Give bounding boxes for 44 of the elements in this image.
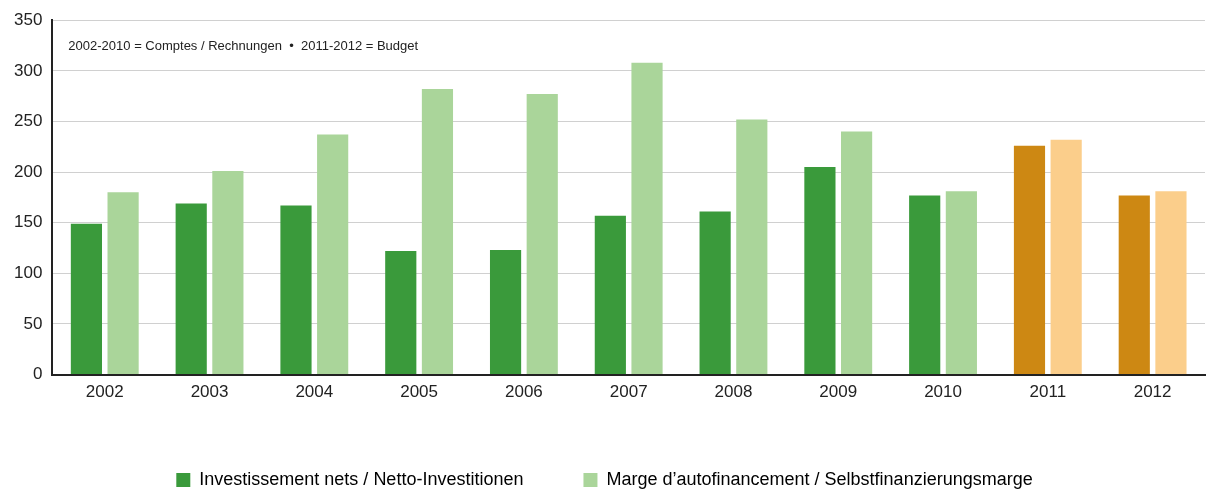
bar [841, 131, 873, 375]
x-tick-label: 2002 [85, 382, 124, 402]
y-tick-label: 200 [13, 161, 43, 181]
bar [804, 167, 836, 375]
bar [699, 211, 731, 375]
x-tick-label: 2003 [190, 382, 229, 402]
x-tick-label: 2011 [1029, 382, 1067, 402]
y-tick-label: 250 [13, 111, 43, 131]
bar [107, 192, 139, 375]
bar [489, 250, 522, 375]
y-tick-label: 50 [23, 313, 43, 333]
y-tick-label: 300 [13, 60, 43, 80]
bar [421, 89, 454, 375]
y-tick-label: 150 [13, 212, 43, 232]
bar [736, 119, 768, 375]
legend-label: Investissement nets / Netto-Investitionen [199, 468, 524, 489]
x-tick-label: 2010 [924, 382, 962, 402]
bar [212, 171, 244, 375]
bar [1013, 145, 1046, 375]
bar [526, 94, 558, 375]
x-tick-label: 2009 [819, 382, 858, 402]
x-tick-label: 2007 [609, 382, 648, 402]
bar [1155, 191, 1187, 375]
bar [1050, 139, 1082, 375]
y-tick-label: 350 [13, 9, 43, 29]
x-tick-label: 2006 [504, 382, 543, 402]
bar [945, 191, 977, 375]
bar [909, 195, 941, 375]
x-tick-label: 2004 [295, 382, 334, 402]
bar [280, 205, 312, 375]
x-tick-label: 2012 [1133, 382, 1172, 402]
bar [175, 203, 207, 375]
bar [70, 223, 103, 375]
bar [594, 215, 626, 375]
bar [1118, 195, 1150, 375]
x-tick-label: 2008 [714, 382, 753, 402]
annotation: 2002-2010 = Comptes / Rechnungen • 2011-2012 = Budget [68, 37, 419, 53]
legend-label: Marge d’autofinancement / Selbstfinanzierungsmarge [606, 468, 1033, 489]
y-tick-label: 100 [13, 263, 43, 283]
y-tick-label: 0 [32, 364, 43, 384]
bar [631, 62, 663, 375]
bar [317, 134, 349, 375]
x-tick-label: 2005 [400, 382, 439, 402]
bar [385, 251, 417, 375]
